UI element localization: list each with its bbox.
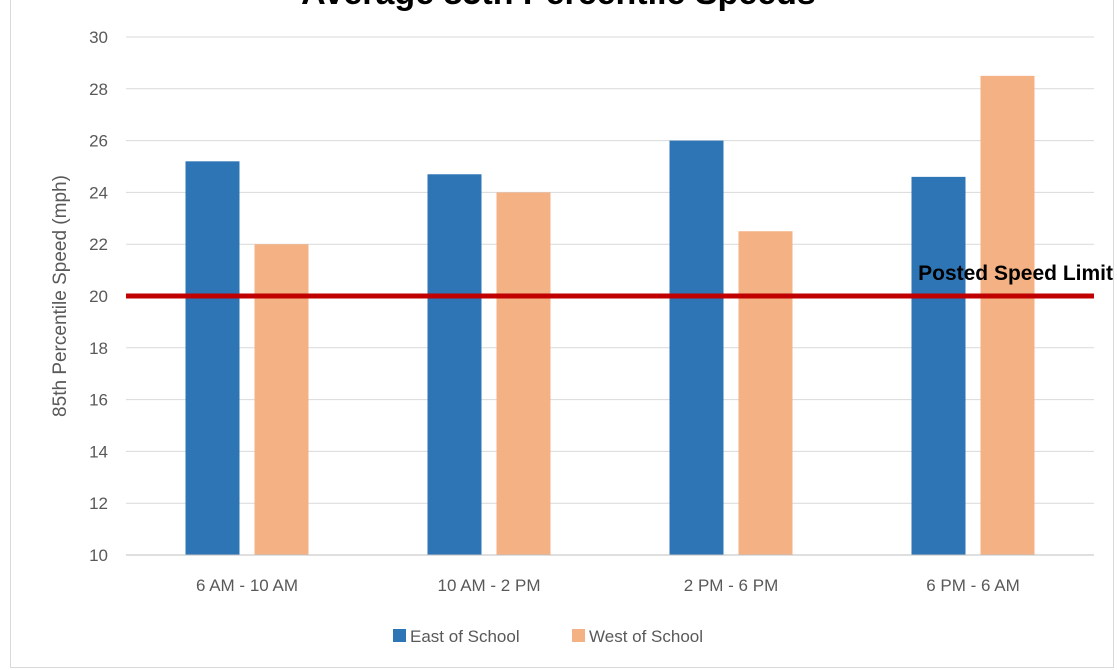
y-axis-ticks: 10 12 14 16 18 20 22 24 26 28 30 <box>89 28 108 565</box>
chart-title: Average 85th Percentile Speeds <box>0 0 1117 13</box>
bar <box>185 161 240 555</box>
bar <box>254 244 309 555</box>
bars <box>185 75 1035 556</box>
x-axis-ticks: 6 AM - 10 AM 10 AM - 2 PM 2 PM - 6 PM 6 PM … <box>196 576 1020 595</box>
legend-swatch <box>572 629 585 642</box>
y-tick-label: 22 <box>89 235 108 254</box>
bar <box>496 192 551 555</box>
y-tick-label: 16 <box>89 391 108 410</box>
y-tick-label: 30 <box>89 28 108 47</box>
bar <box>738 231 793 555</box>
bar <box>427 174 482 555</box>
posted-speed-limit-label: Posted Speed Limit <box>918 262 1113 285</box>
y-tick-label: 18 <box>89 339 108 358</box>
bar <box>669 140 724 555</box>
y-tick-label: 26 <box>89 132 108 151</box>
chart-frame <box>10 0 1114 668</box>
legend-swatch <box>393 629 406 642</box>
x-tick-label: 2 PM - 6 PM <box>684 576 778 595</box>
legend-label: East of School <box>410 627 520 646</box>
y-tick-label: 28 <box>89 80 108 99</box>
bar <box>980 75 1035 555</box>
y-tick-label: 20 <box>89 287 108 306</box>
y-tick-label: 12 <box>89 494 108 513</box>
legend: East of School West of School <box>393 627 703 646</box>
y-axis-label: 85th Percentile Speed (mph) <box>50 175 71 417</box>
x-tick-label: 10 AM - 2 PM <box>438 576 541 595</box>
y-tick-label: 24 <box>89 183 108 202</box>
y-tick-label: 10 <box>89 546 108 565</box>
y-tick-label: 14 <box>89 442 108 461</box>
x-tick-label: 6 AM - 10 AM <box>196 576 298 595</box>
x-tick-label: 6 PM - 6 AM <box>926 576 1020 595</box>
bar <box>911 176 966 556</box>
legend-label: West of School <box>589 627 703 646</box>
